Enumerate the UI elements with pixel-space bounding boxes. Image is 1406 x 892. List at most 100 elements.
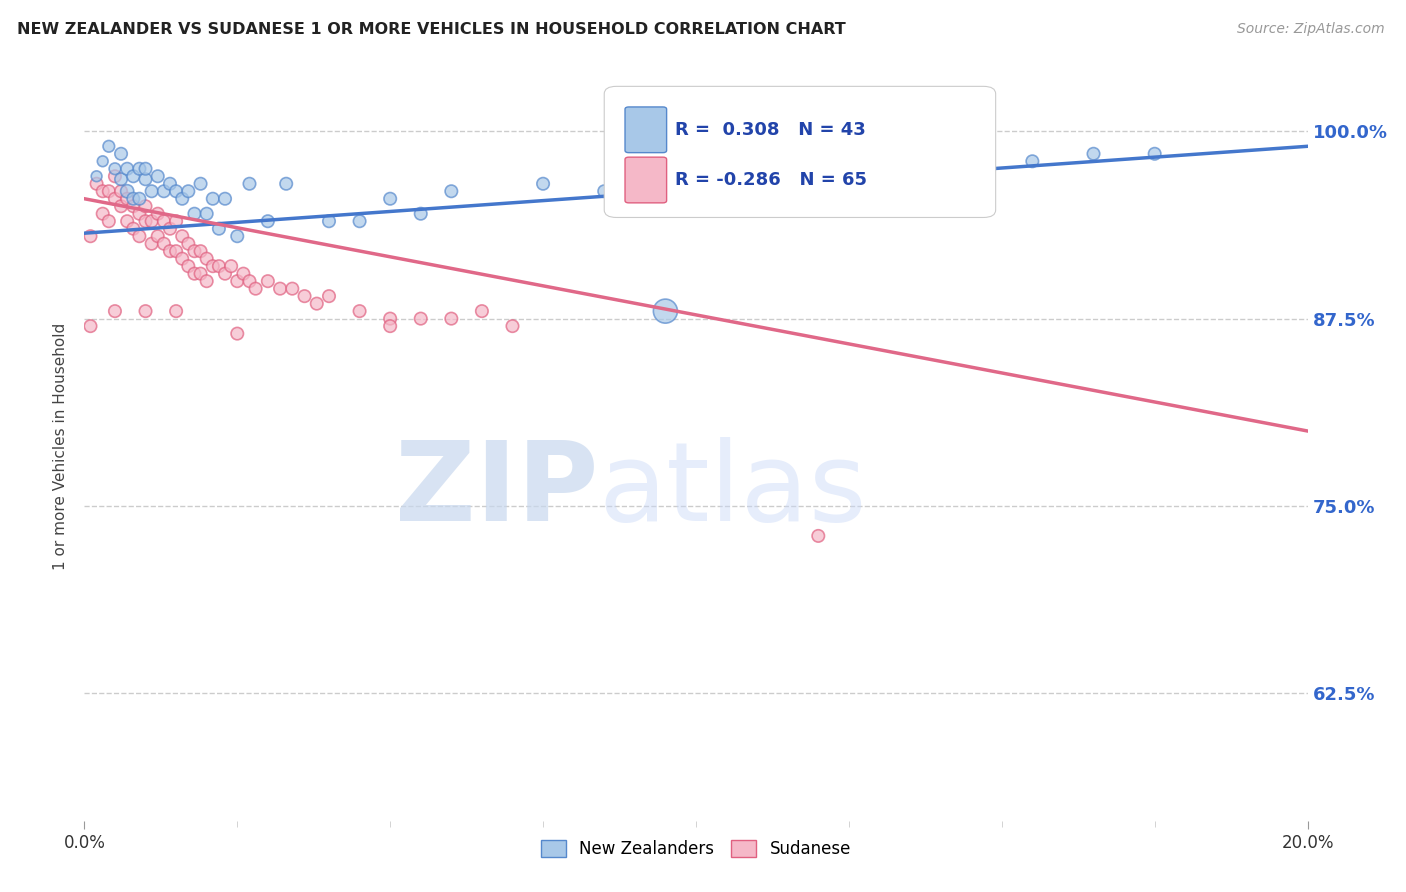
Point — [409, 311, 432, 326]
Point — [97, 184, 120, 198]
Point — [305, 296, 328, 310]
Point — [232, 267, 254, 281]
Text: R = -0.286   N = 65: R = -0.286 N = 65 — [675, 171, 868, 189]
Point — [91, 207, 114, 221]
Point — [153, 236, 176, 251]
Point — [1021, 154, 1043, 169]
Point — [135, 172, 157, 186]
Text: atlas: atlas — [598, 437, 866, 544]
Point — [146, 169, 169, 184]
Point — [86, 177, 108, 191]
Point — [165, 214, 187, 228]
Point — [115, 184, 138, 198]
Point — [208, 259, 231, 273]
Point — [153, 214, 176, 228]
Point — [190, 267, 212, 281]
Point — [201, 192, 224, 206]
Point — [214, 267, 236, 281]
Point — [135, 214, 157, 228]
Point — [159, 177, 181, 191]
Point — [110, 146, 132, 161]
Point — [1083, 146, 1105, 161]
Point — [471, 304, 494, 318]
Point — [440, 311, 463, 326]
Point — [281, 282, 304, 296]
Point — [128, 207, 150, 221]
Point — [183, 244, 205, 259]
Point — [219, 259, 242, 273]
Point — [128, 161, 150, 176]
Point — [238, 274, 260, 288]
FancyBboxPatch shape — [626, 107, 666, 153]
Point — [409, 207, 432, 221]
Point — [531, 177, 554, 191]
Point — [380, 192, 402, 206]
Point — [1143, 146, 1166, 161]
Point — [190, 244, 212, 259]
Point — [128, 192, 150, 206]
Text: NEW ZEALANDER VS SUDANESE 1 OR MORE VEHICLES IN HOUSEHOLD CORRELATION CHART: NEW ZEALANDER VS SUDANESE 1 OR MORE VEHI… — [17, 22, 845, 37]
Point — [195, 207, 218, 221]
Point — [110, 172, 132, 186]
Point — [110, 199, 132, 213]
Point — [159, 221, 181, 235]
Point — [104, 192, 127, 206]
Point — [91, 184, 114, 198]
Point — [276, 177, 298, 191]
Point — [238, 177, 260, 191]
Point — [146, 229, 169, 244]
Point — [79, 319, 101, 334]
Point — [257, 214, 280, 228]
Point — [177, 259, 200, 273]
Point — [159, 244, 181, 259]
Point — [294, 289, 316, 303]
Point — [201, 259, 224, 273]
Legend: New Zealanders, Sudanese: New Zealanders, Sudanese — [534, 833, 858, 864]
Point — [115, 192, 138, 206]
Point — [226, 326, 249, 341]
Point — [318, 289, 340, 303]
Point — [172, 192, 194, 206]
Point — [177, 184, 200, 198]
Point — [380, 319, 402, 334]
Point — [104, 161, 127, 176]
Point — [226, 274, 249, 288]
Point — [79, 229, 101, 244]
Point — [122, 199, 145, 213]
Point — [104, 304, 127, 318]
Point — [110, 184, 132, 198]
Point — [165, 304, 187, 318]
Point — [269, 282, 291, 296]
Point — [135, 304, 157, 318]
Point — [807, 529, 830, 543]
Point — [146, 207, 169, 221]
Point — [349, 304, 371, 318]
Point — [195, 252, 218, 266]
Point — [747, 184, 769, 198]
Point — [122, 169, 145, 184]
Point — [141, 214, 163, 228]
Point — [165, 184, 187, 198]
Point — [208, 221, 231, 235]
Point — [593, 184, 616, 198]
Point — [172, 229, 194, 244]
Point — [257, 274, 280, 288]
Point — [135, 199, 157, 213]
Text: Source: ZipAtlas.com: Source: ZipAtlas.com — [1237, 22, 1385, 37]
Point — [135, 161, 157, 176]
Point — [190, 177, 212, 191]
Point — [86, 169, 108, 184]
Point — [226, 229, 249, 244]
Point — [122, 221, 145, 235]
Point — [141, 184, 163, 198]
Text: R =  0.308   N = 43: R = 0.308 N = 43 — [675, 120, 866, 139]
Point — [380, 311, 402, 326]
Point — [183, 207, 205, 221]
Point — [115, 161, 138, 176]
Text: ZIP: ZIP — [395, 437, 598, 544]
Point — [214, 192, 236, 206]
Point — [91, 154, 114, 169]
Point — [104, 169, 127, 184]
FancyBboxPatch shape — [626, 157, 666, 202]
Point — [172, 252, 194, 266]
